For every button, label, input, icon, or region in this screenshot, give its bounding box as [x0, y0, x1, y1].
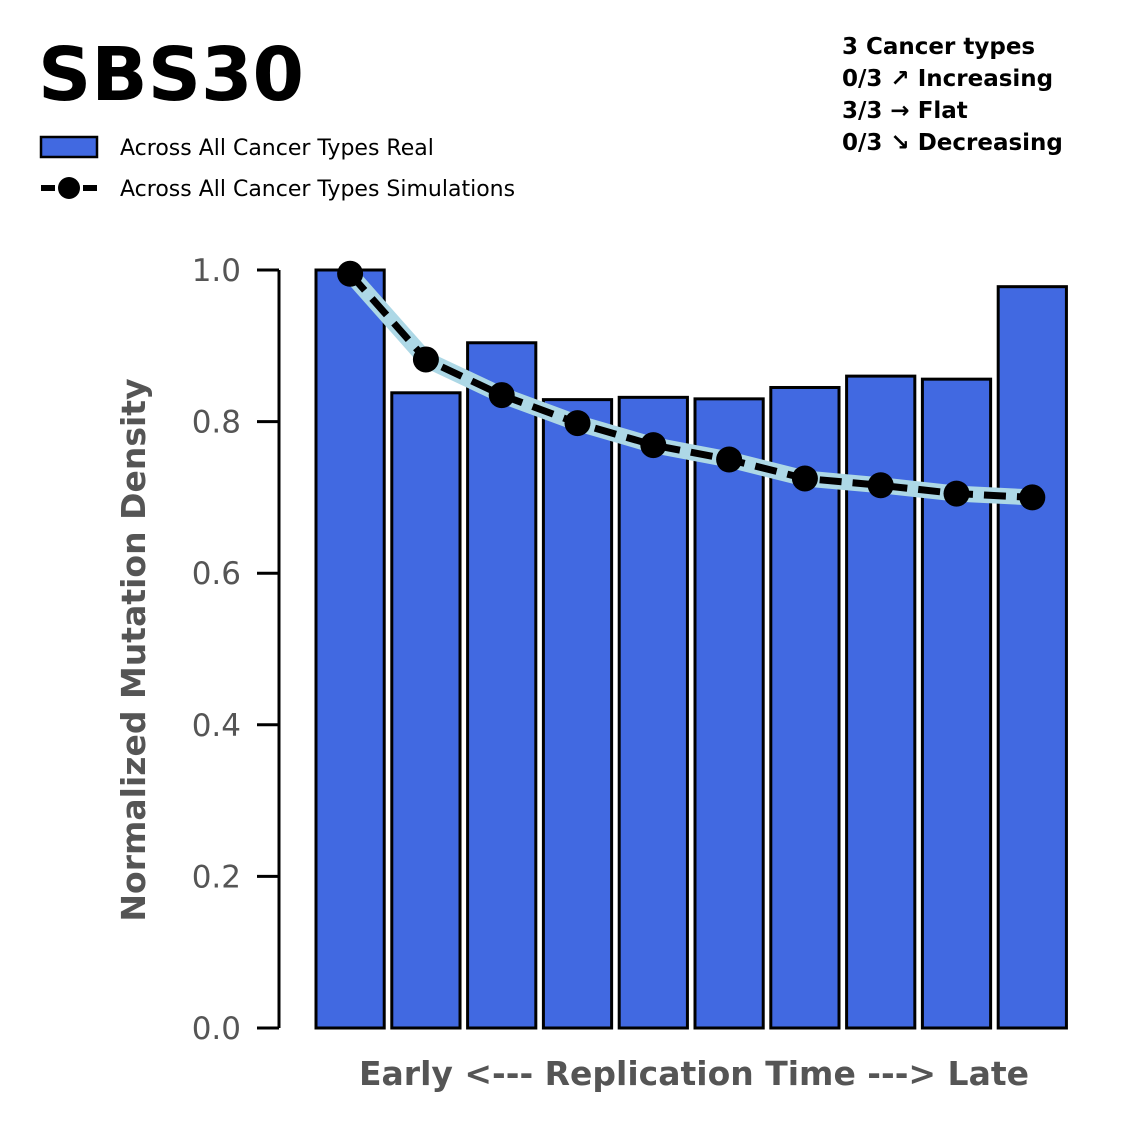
simulation-point	[1019, 484, 1046, 511]
legend: Across All Cancer Types Real Across All …	[39, 135, 515, 202]
simulation-point	[943, 480, 970, 507]
chart-title: SBS30	[38, 32, 304, 118]
simulation-point	[716, 446, 743, 473]
axes: 0.0 0.2 0.4 0.6 0.8 1.0	[192, 253, 281, 1047]
y-tick-label: 1.0	[192, 253, 241, 289]
y-tick-label: 0.6	[192, 556, 241, 592]
summary-line: 3/3 → Flat	[842, 98, 968, 124]
y-tick-label: 0.2	[192, 859, 241, 895]
bar	[314, 268, 386, 1030]
simulation-point	[337, 260, 364, 287]
summary-line: 0/3 ↘ Decreasing	[842, 130, 1063, 156]
x-axis-label: Early <--- Replication Time ---> Late	[359, 1054, 1029, 1093]
legend-label-simulations: Across All Cancer Types Simulations	[120, 177, 515, 202]
bar	[390, 391, 462, 1030]
bar	[617, 395, 689, 1030]
simulation-point	[488, 382, 515, 409]
simulation-point	[412, 346, 439, 373]
simulation-series	[337, 260, 1046, 511]
bar	[541, 398, 614, 1030]
y-tick-label: 0.4	[192, 708, 241, 744]
legend-marker-simulations	[58, 177, 80, 199]
simulation-point	[564, 410, 591, 437]
bars	[314, 268, 1068, 1030]
legend-label-real: Across All Cancer Types Real	[120, 136, 434, 161]
bar	[996, 285, 1068, 1030]
bar	[769, 385, 841, 1030]
summary-box: 3 Cancer types 0/3 ↗ Increasing 3/3 → Fl…	[842, 34, 1063, 156]
bar	[920, 377, 993, 1030]
simulation-point	[640, 432, 667, 459]
y-tick-label: 0.8	[192, 405, 241, 441]
simulation-point	[791, 465, 818, 492]
y-axis-label: Normalized Mutation Density	[114, 378, 153, 921]
bar	[693, 397, 765, 1030]
legend-swatch-real	[39, 135, 99, 159]
simulation-line	[347, 271, 1033, 501]
bar	[466, 341, 538, 1030]
summary-line: 3 Cancer types	[842, 34, 1035, 60]
summary-line: 0/3 ↗ Increasing	[842, 66, 1053, 92]
simulation-point	[867, 472, 894, 499]
y-tick-label: 0.0	[192, 1011, 241, 1047]
